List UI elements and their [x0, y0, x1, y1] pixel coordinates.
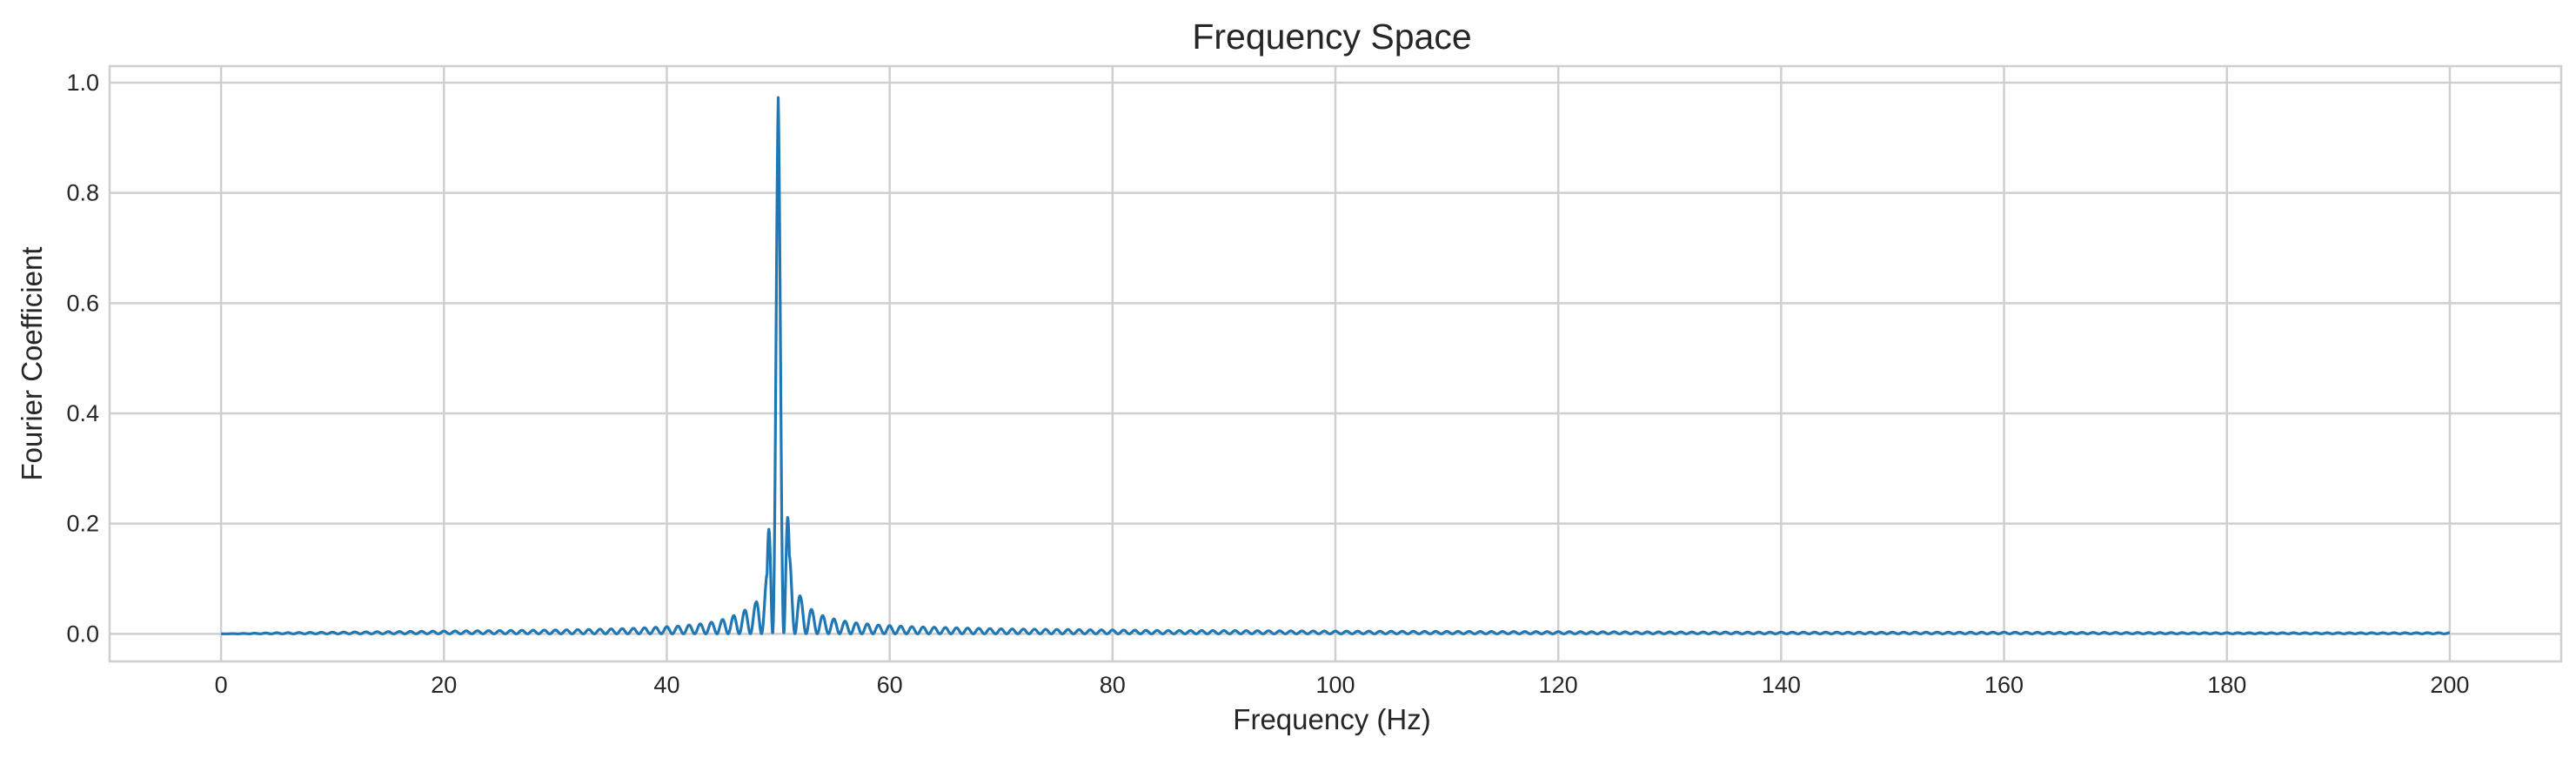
- series-line-0: [220, 96, 2451, 635]
- x-tick-label: 180: [2207, 672, 2246, 698]
- x-tick-label: 40: [653, 672, 679, 698]
- x-tick-label: 80: [1100, 672, 1126, 698]
- x-tick-label: 200: [2430, 672, 2469, 698]
- y-tick-label: 0.0: [66, 620, 99, 647]
- x-axis-label: Frequency (Hz): [1233, 703, 1430, 735]
- grid-lines: [110, 66, 2561, 661]
- x-tick-labels: 0 20 40 60 80 100 120 140 160 180 200: [215, 672, 2470, 698]
- x-tick-label: 160: [1984, 672, 2024, 698]
- series-layer: [220, 96, 2451, 635]
- x-tick-label: 100: [1315, 672, 1355, 698]
- y-tick-label: 0.8: [66, 180, 99, 206]
- y-tick-label: 1.0: [66, 70, 99, 96]
- y-tick-label: 0.6: [66, 290, 99, 316]
- x-tick-label: 60: [877, 672, 903, 698]
- plot-frame: [108, 64, 2563, 663]
- y-axis-label: Fourier Coefficient: [16, 246, 48, 480]
- x-tick-label: 0: [215, 672, 228, 698]
- y-tick-label: 0.2: [66, 511, 99, 537]
- y-tick-labels: 0.0 0.2 0.4 0.6 0.8 1.0: [66, 70, 99, 647]
- x-tick-label: 20: [431, 672, 457, 698]
- x-tick-label: 140: [1762, 672, 1801, 698]
- chart-title: Frequency Space: [1192, 17, 1471, 57]
- y-tick-label: 0.4: [66, 400, 99, 426]
- x-tick-label: 120: [1539, 672, 1578, 698]
